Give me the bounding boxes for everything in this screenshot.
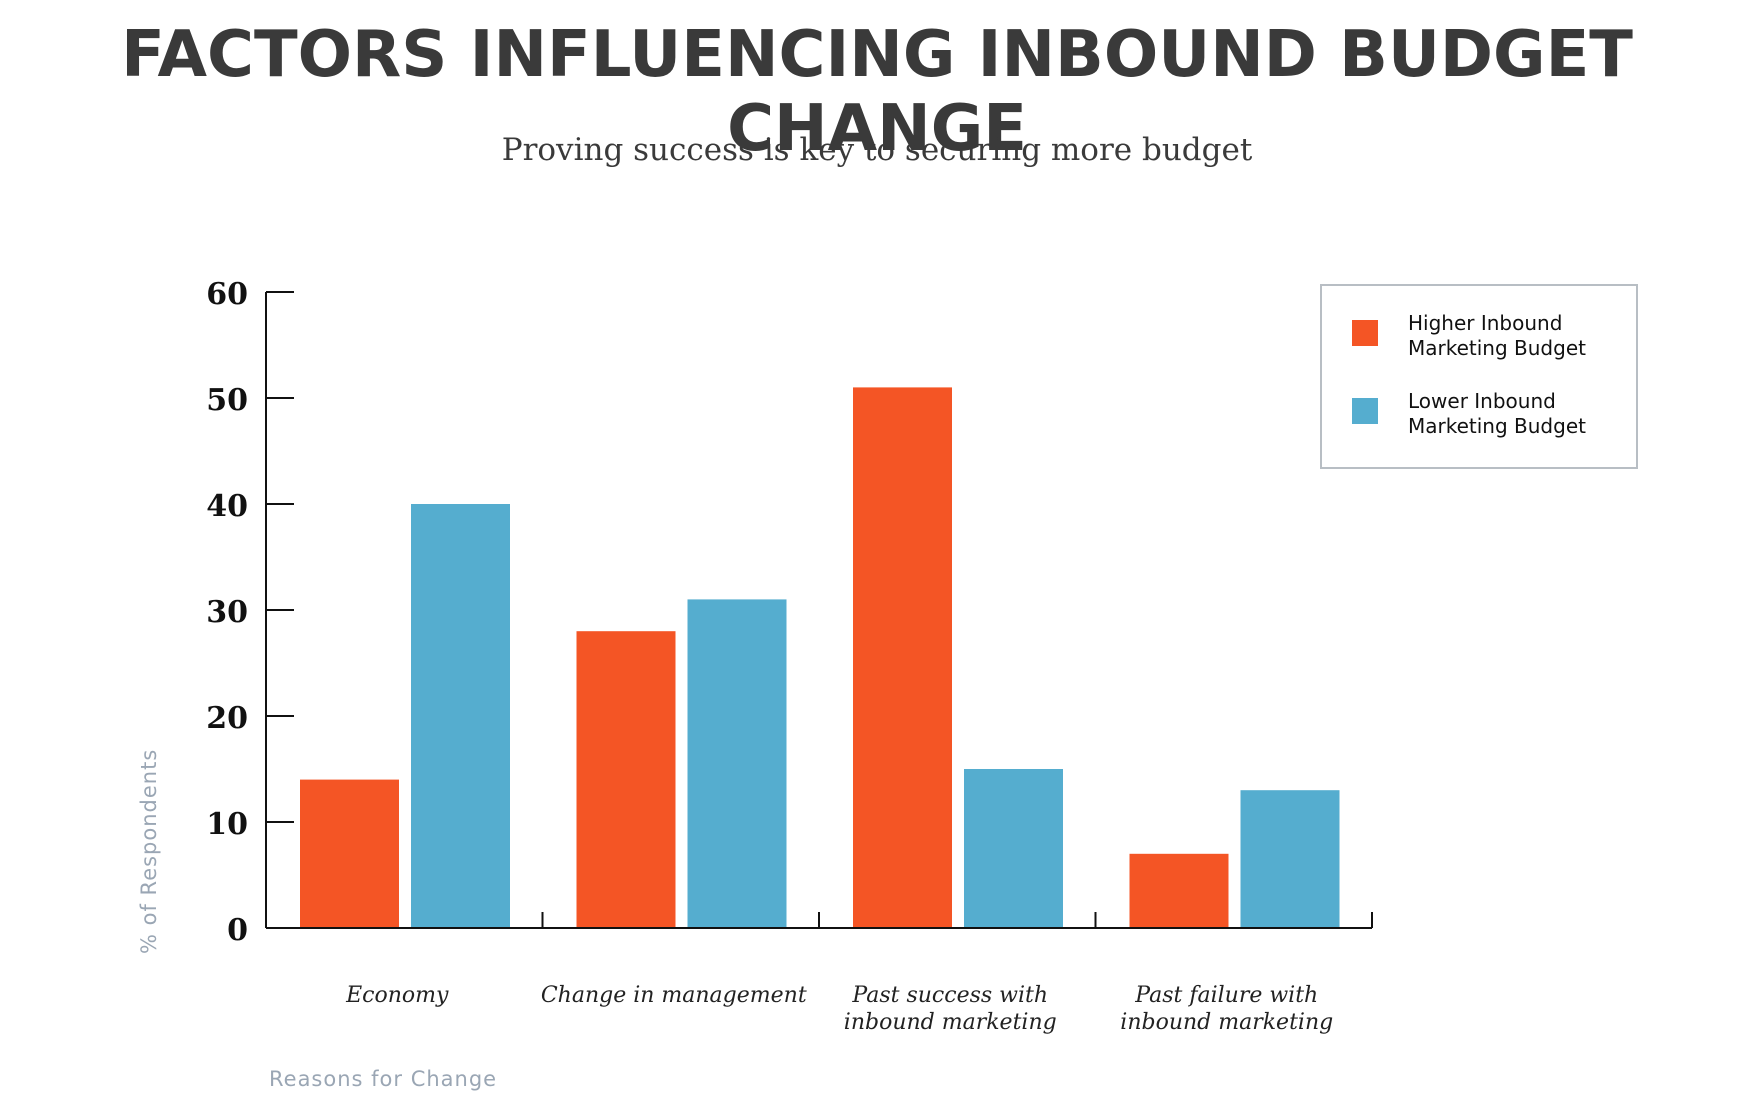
- x-tick-label: inbound marketing: [1120, 1010, 1333, 1035]
- x-tick-labels: Economy Change in management Past success …: [345, 983, 1333, 1035]
- legend-label: Marketing Budget: [1408, 336, 1586, 360]
- bar-chart: 0 10 20 30 40 50 60 Economy Change in managemen…: [0, 0, 1754, 1119]
- legend-label: Lower Inbound: [1408, 389, 1556, 413]
- bar-lower-0: [411, 504, 510, 928]
- legend-swatch-higher: [1352, 320, 1378, 346]
- bar-higher-1: [577, 631, 676, 928]
- bars-group: [300, 387, 1340, 928]
- legend-label: Marketing Budget: [1408, 414, 1586, 438]
- bar-lower-2: [964, 769, 1063, 928]
- bar-lower-3: [1241, 790, 1340, 928]
- y-axis: 0 10 20 30 40 50 60: [206, 277, 294, 948]
- y-tick-label: 0: [227, 913, 248, 948]
- y-tick-label: 50: [206, 383, 248, 418]
- x-tick-label: Economy: [345, 983, 449, 1008]
- y-tick-label: 30: [206, 595, 248, 630]
- y-tick-label: 40: [206, 489, 248, 524]
- bar-lower-1: [688, 599, 787, 928]
- x-axis-title: Reasons for Change: [269, 1067, 497, 1091]
- legend-label: Higher Inbound: [1408, 311, 1562, 335]
- y-tick-label: 10: [206, 807, 248, 842]
- bar-higher-3: [1130, 854, 1229, 928]
- y-tick-label: 20: [206, 701, 248, 736]
- x-tick-label: Past failure with: [1134, 983, 1318, 1008]
- bar-higher-2: [853, 387, 952, 928]
- legend-swatch-lower: [1352, 398, 1378, 424]
- x-tick-label: Change in management: [541, 983, 807, 1008]
- bar-higher-0: [300, 780, 399, 928]
- y-tick-label: 60: [206, 277, 248, 312]
- y-axis-title: % of Respondents: [137, 749, 161, 954]
- x-tick-label: inbound marketing: [844, 1010, 1057, 1035]
- x-tick-label: Past success with: [851, 983, 1048, 1008]
